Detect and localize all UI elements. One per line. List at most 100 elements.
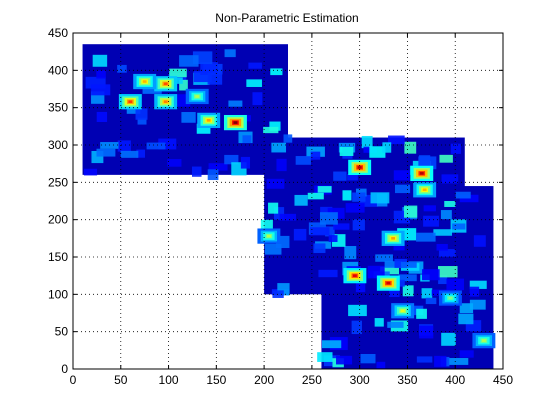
- density-patch: [294, 194, 308, 206]
- hotspot-cell: [386, 281, 391, 285]
- x-tick-label: 50: [114, 373, 128, 387]
- density-patch: [404, 205, 418, 218]
- density-patch: [246, 79, 262, 87]
- density-patch: [272, 290, 284, 298]
- density-patch: [146, 142, 166, 150]
- density-patch: [142, 87, 162, 94]
- hotspot-cell: [481, 339, 486, 342]
- density-patch: [388, 135, 405, 145]
- chart-title: Non-Parametric Estimation: [215, 11, 358, 25]
- density-patch: [266, 178, 285, 189]
- density-patch: [440, 210, 452, 220]
- density-patch: [136, 149, 146, 158]
- density-patch: [322, 340, 342, 349]
- x-tick-label: 150: [206, 373, 226, 387]
- density-patch: [439, 154, 453, 163]
- density-patch: [96, 111, 108, 122]
- density-patch: [444, 200, 456, 207]
- density-patch: [310, 227, 330, 236]
- density-patch: [355, 280, 366, 293]
- density-patch: [91, 84, 111, 96]
- hotspot-cell: [163, 82, 168, 86]
- density-patch: [196, 123, 211, 134]
- density-patch: [437, 266, 458, 278]
- density-patch: [273, 207, 285, 220]
- density-patch: [260, 219, 273, 232]
- density-patch: [469, 299, 486, 310]
- density-patch: [85, 76, 106, 89]
- density-patch: [465, 320, 482, 332]
- density-patch: [347, 173, 358, 181]
- density-patch: [348, 304, 367, 317]
- density-patch: [91, 150, 104, 164]
- density-patch: [83, 168, 98, 176]
- density-patch: [469, 280, 487, 289]
- density-patch: [441, 174, 459, 184]
- density-patch: [228, 100, 243, 107]
- density-patch: [313, 243, 326, 253]
- density-patch: [422, 269, 440, 281]
- density-patch: [295, 156, 311, 165]
- density-patch: [360, 354, 376, 364]
- density-patch: [459, 350, 474, 358]
- density-patch: [271, 142, 287, 153]
- density-patch: [158, 138, 177, 150]
- hotspot-cell: [206, 119, 211, 122]
- density-patch: [438, 275, 448, 285]
- density-patch: [193, 71, 212, 83]
- density-patch: [328, 235, 338, 242]
- y-tick-label: 100: [48, 287, 68, 301]
- x-tick-label: 400: [445, 373, 465, 387]
- density-patch: [473, 235, 486, 247]
- hotspot-cell: [233, 121, 238, 124]
- density-patch: [179, 79, 188, 91]
- density-patch: [459, 303, 474, 314]
- density-patch: [120, 150, 139, 158]
- grid-lines: [73, 33, 503, 369]
- density-patch: [469, 286, 480, 297]
- density-patch: [100, 142, 119, 149]
- hotspot-cell: [419, 172, 424, 175]
- density-patch: [319, 212, 338, 225]
- density-patch: [117, 140, 131, 152]
- density-patch: [458, 313, 474, 325]
- hotspot-cell: [391, 237, 396, 240]
- hotspot-cell: [400, 309, 405, 313]
- axes-frame: [72, 32, 504, 370]
- density-patch: [344, 246, 357, 260]
- density-patch: [359, 194, 378, 207]
- hotspot-cell: [352, 274, 357, 277]
- density-patch: [293, 228, 307, 241]
- density-patch: [400, 261, 417, 268]
- density-patch: [406, 305, 424, 316]
- x-tick-label: 250: [302, 373, 322, 387]
- hotspot-cell: [266, 234, 271, 238]
- density-patch: [382, 142, 392, 153]
- density-patch: [425, 297, 437, 305]
- density-patch: [179, 55, 199, 67]
- density-patch: [393, 170, 410, 181]
- density-patch: [448, 358, 469, 365]
- hotspot-cell: [357, 166, 362, 169]
- x-tick-label: 300: [350, 373, 370, 387]
- density-patch: [367, 265, 385, 279]
- density-patch: [339, 146, 354, 156]
- density-patch: [436, 243, 448, 251]
- density-patch: [240, 156, 251, 169]
- density-patch: [345, 203, 365, 213]
- hotspot-cells: [118, 73, 496, 349]
- density-patch: [376, 361, 386, 369]
- hotspot-cell: [195, 95, 200, 98]
- density-patch: [423, 215, 439, 227]
- y-tick-label: 350: [48, 101, 68, 115]
- density-patch: [433, 229, 453, 236]
- density-patch: [283, 134, 293, 143]
- density-patch: [208, 163, 228, 171]
- density-patch: [191, 166, 202, 177]
- density-patch: [416, 232, 436, 242]
- density-patch: [268, 202, 279, 214]
- density-patch: [325, 226, 335, 237]
- density-patch: [310, 151, 321, 160]
- density-patch: [369, 146, 386, 158]
- hotspot-cell: [163, 100, 168, 103]
